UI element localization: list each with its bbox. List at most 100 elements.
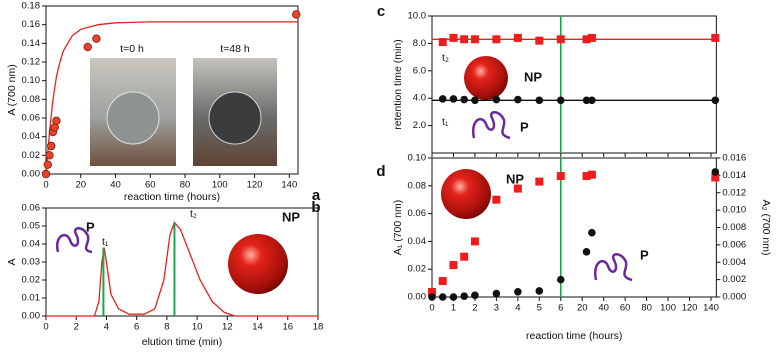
x-tick-label: 0 (429, 303, 434, 314)
y-axis-title: retention time (min) (392, 39, 404, 129)
data-point (83, 42, 92, 52)
x-tick-label: 4 (104, 322, 109, 333)
data-point (41, 169, 51, 179)
y2-tick-label: 0.008 (722, 222, 746, 233)
panel-label: a (312, 187, 321, 204)
data-point (535, 287, 544, 295)
data-point (449, 261, 458, 270)
data-point (535, 96, 544, 105)
y-tick-label: 0.04 (22, 131, 41, 142)
data-point (471, 96, 479, 105)
panel-label: b (311, 199, 320, 216)
x-tick-label: 10 (192, 322, 203, 333)
nanoparticle-icon (228, 234, 288, 294)
y-tick-label: 0.06 (408, 208, 427, 219)
x-tick-label: 6 (558, 303, 563, 314)
y-tick-label: 4.0 (413, 93, 426, 104)
annotation: NP (524, 69, 542, 84)
polymer-icon (55, 227, 93, 254)
y-tick-label: 0.06 (22, 203, 41, 214)
x-tick-label: 1 (451, 303, 456, 314)
y-tick-label: 0.02 (22, 275, 41, 286)
data-point (587, 33, 596, 42)
y-tick-label: 10.0 (408, 11, 427, 22)
annotation: P (640, 247, 649, 262)
data-point (460, 252, 469, 261)
data-point (438, 38, 447, 47)
y-tick-label: 0.12 (22, 57, 41, 68)
y-axis-title: A₁ (700 nm) (392, 200, 404, 255)
data-point (449, 293, 458, 301)
data-line (45, 21, 298, 175)
data-point (428, 287, 436, 296)
data-point (514, 95, 522, 104)
x-tick-label: 0 (43, 322, 48, 333)
annotation: NP (506, 171, 524, 186)
x-tick-label: 140 (703, 303, 719, 314)
y-tick-label: 2.0 (413, 120, 426, 131)
flask (208, 91, 262, 145)
y-tick-label: 8.0 (413, 38, 426, 49)
y-tick-label: 0.00 (22, 311, 41, 322)
y2-tick-label: 0.016 (722, 153, 746, 164)
x-tick-label: 3 (494, 303, 499, 314)
data-point (460, 292, 468, 300)
data-point (438, 293, 447, 301)
x-tick-label: 14 (252, 322, 263, 333)
data-point (582, 172, 591, 181)
data-point (711, 96, 720, 105)
x-axis-title: elution time (min) (142, 336, 223, 348)
data-point (428, 293, 436, 301)
plot-frame (431, 15, 717, 154)
panel-label: c (377, 3, 385, 20)
data-point (460, 95, 468, 104)
y-tick-label: 0.04 (408, 236, 427, 247)
annotation: P (520, 119, 529, 134)
data-point (292, 10, 301, 19)
nanoparticle-icon (464, 56, 508, 100)
y2-tick-label: 0.006 (722, 239, 746, 250)
x-tick-label: 20 (577, 303, 588, 314)
y-tick-label: 6.0 (413, 65, 426, 76)
data-point (492, 95, 501, 104)
data-point (45, 151, 54, 160)
data-point (535, 177, 544, 186)
data-point (588, 96, 596, 105)
x-tick-label: 5 (537, 303, 542, 314)
x-tick-label: 140 (281, 180, 297, 191)
data-point (582, 248, 591, 256)
y-axis-title: A (6, 258, 18, 265)
data-point (460, 35, 469, 44)
y-tick-label: 0.08 (408, 180, 427, 191)
x-tick-label: 12 (222, 322, 233, 333)
polymer-icon (471, 111, 511, 140)
y-tick-label: 0.06 (22, 113, 41, 124)
y-tick-label: 0.16 (22, 19, 41, 30)
plot-frame (45, 5, 299, 175)
y-tick-label: 0.05 (22, 221, 41, 232)
y-tick-label: 0.02 (408, 264, 427, 275)
annotation: t=0 h (120, 43, 144, 55)
x-axis-title: reaction time (hours) (124, 191, 220, 203)
x-tick-label: 120 (682, 303, 698, 314)
data-point (492, 35, 501, 44)
x-tick-label: 100 (660, 303, 676, 314)
y2-tick-label: 0.002 (722, 274, 746, 285)
y-tick-label: 0.10 (408, 153, 427, 164)
y-axis-title: A (700 nm) (6, 64, 18, 115)
y2-axis-title: A₂ (700 nm) (760, 199, 772, 255)
x-tick-label: 40 (598, 303, 609, 314)
data-point (492, 195, 501, 204)
data-point (492, 289, 501, 298)
x-tick-label: 100 (212, 180, 228, 191)
data-point (556, 96, 565, 105)
y2-tick-label: 0.004 (722, 257, 746, 268)
annotation: t₁ (442, 116, 449, 128)
data-point (513, 33, 522, 42)
annotation: t=48 h (220, 43, 250, 55)
x-tick-label: 6 (134, 322, 139, 333)
data-point (587, 170, 596, 179)
annotation: NP (282, 209, 300, 224)
data-point (43, 160, 52, 169)
data-point (582, 96, 591, 105)
